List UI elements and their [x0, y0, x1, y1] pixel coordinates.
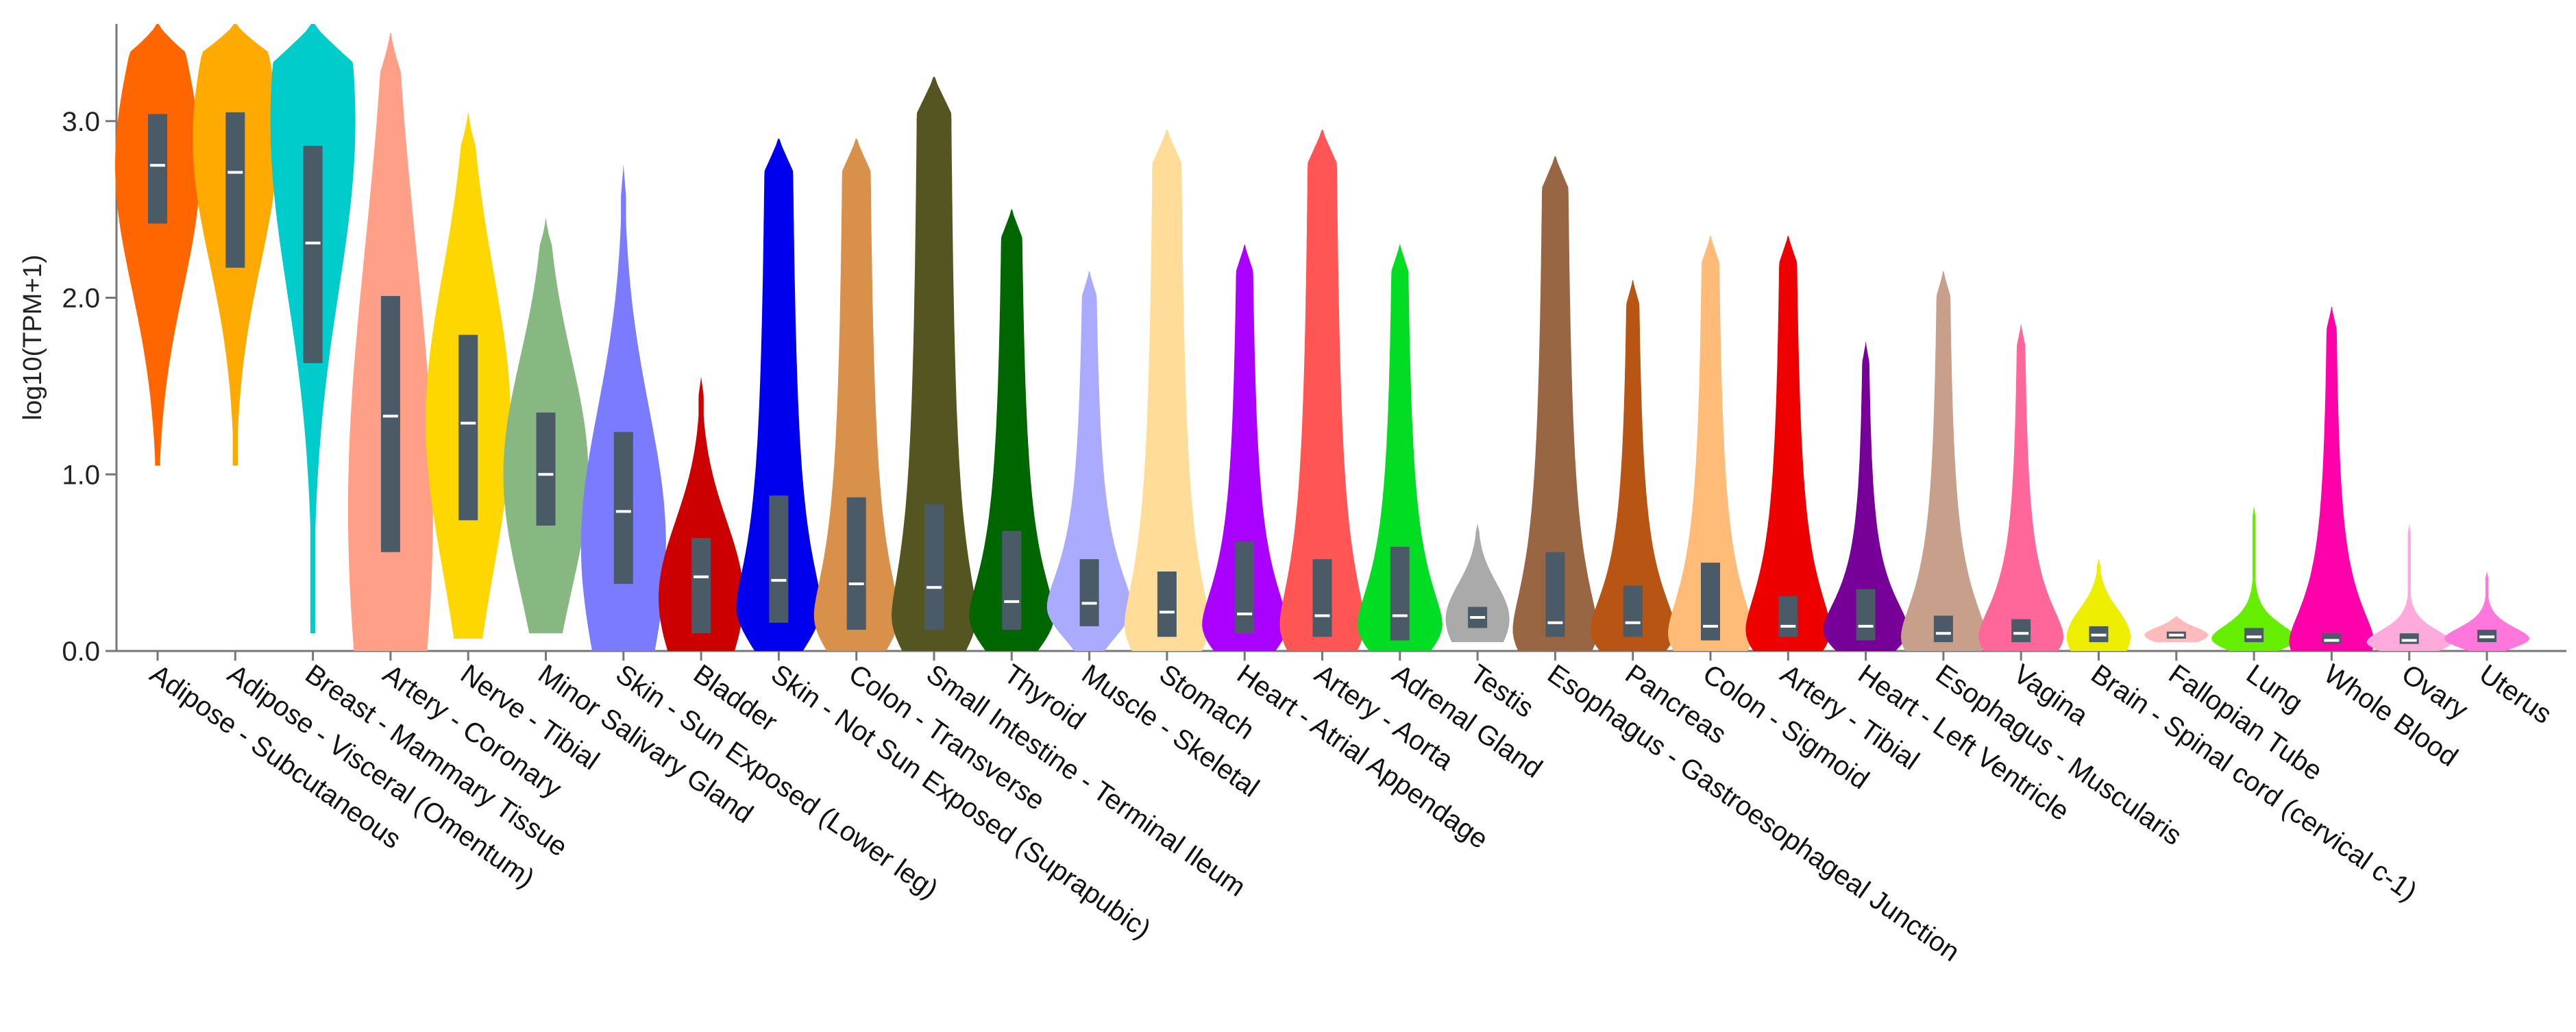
iqr-box	[1778, 596, 1798, 637]
violin-group	[1202, 245, 1288, 651]
violin-shape	[1978, 324, 2063, 651]
violin-shape	[1668, 236, 1753, 651]
violin-group	[1900, 271, 1986, 651]
iqr-box	[1157, 572, 1177, 637]
violin-shape	[2366, 524, 2452, 651]
violin-shape	[1046, 271, 1132, 651]
iqr-box	[1079, 558, 1099, 626]
iqr-box	[846, 497, 866, 630]
violin-shape	[1823, 341, 1909, 651]
iqr-box	[2244, 628, 2264, 643]
violin-group	[270, 24, 356, 634]
violin-group	[1279, 130, 1365, 652]
violin-shape	[1445, 524, 1510, 643]
y-tick-label: 3.0	[62, 107, 100, 137]
iqr-box	[1545, 552, 1565, 637]
violin-shape	[736, 138, 822, 651]
violin-group	[659, 377, 744, 651]
iqr-box	[1390, 546, 1410, 641]
violin-group	[1512, 156, 1598, 652]
violin-group	[969, 209, 1055, 652]
iqr-box	[1235, 541, 1255, 634]
iqr-box	[769, 495, 789, 623]
iqr-box	[148, 114, 167, 224]
iqr-box	[1312, 558, 1332, 637]
iqr-box	[2399, 633, 2419, 644]
iqr-box	[613, 432, 633, 585]
violin-shape	[1124, 130, 1210, 652]
violin-group	[1978, 324, 2063, 651]
iqr-box	[1002, 530, 1022, 630]
violin-group	[2211, 506, 2297, 651]
violin-shape	[892, 77, 977, 652]
violin-shape	[813, 138, 899, 651]
x-tick-label: Uterus	[2474, 659, 2557, 730]
violin-group	[1668, 236, 1753, 651]
violins	[115, 24, 2529, 652]
iqr-box	[380, 295, 400, 552]
iqr-box	[924, 504, 944, 630]
iqr-box	[1701, 563, 1720, 641]
y-tick-label: 0.0	[62, 637, 100, 667]
violin-group	[1823, 341, 1909, 651]
violin-group	[813, 138, 899, 651]
y-ticks: 0.0 1.0 2.0 3.0	[62, 107, 116, 667]
violin-group	[2289, 306, 2375, 651]
iqr-box	[458, 334, 478, 521]
violin-shape	[2144, 615, 2209, 643]
x-tick-label: Whole Blood	[2318, 659, 2463, 772]
violin-shape	[1590, 280, 1676, 651]
violin-shape	[2289, 306, 2375, 651]
violin-group	[892, 77, 977, 652]
violin-group	[1357, 245, 1443, 651]
iqr-box	[1933, 615, 1953, 643]
violin-shape	[1202, 245, 1288, 651]
y-tick-label: 2.0	[62, 284, 100, 314]
violin-group	[2144, 615, 2209, 643]
violin-group	[1445, 524, 1510, 643]
violin-group	[1745, 236, 1831, 651]
violin-shape	[1357, 245, 1443, 651]
iqr-box	[691, 538, 711, 634]
violin-shape	[1745, 236, 1831, 651]
violin-group	[426, 112, 511, 639]
violin-group	[1590, 280, 1676, 651]
violin-group	[2067, 559, 2131, 651]
violin-group	[1124, 130, 1210, 652]
y-tick-label: 1.0	[62, 460, 100, 490]
iqr-box	[2011, 619, 2031, 643]
violin-shape	[115, 24, 200, 466]
violin-group	[193, 24, 278, 466]
x-ticks	[156, 651, 2488, 661]
violin-shape	[2067, 559, 2131, 651]
violin-shape	[1279, 130, 1365, 652]
iqr-box	[2322, 633, 2342, 644]
iqr-box	[536, 413, 556, 526]
violin-group	[2444, 572, 2529, 651]
violin-shape	[659, 377, 744, 651]
violin-group	[1046, 271, 1132, 651]
iqr-box	[225, 112, 245, 268]
violin-group	[503, 218, 589, 634]
axes: log10(TPM+1)	[19, 24, 2566, 652]
violin-group	[347, 32, 433, 651]
violin-shape	[1512, 156, 1598, 652]
violin-shape	[2211, 506, 2297, 651]
violin-shape	[2444, 572, 2529, 651]
iqr-box	[1623, 585, 1643, 637]
violin-group	[2366, 524, 2452, 651]
iqr-box	[1856, 589, 1876, 641]
violin-shape	[1900, 271, 1986, 651]
violin-group	[115, 24, 200, 466]
violin-group	[736, 138, 822, 651]
y-axis-title: log10(TPM+1)	[19, 255, 47, 421]
violin-group	[580, 165, 666, 651]
violin-shape	[969, 209, 1055, 652]
violin-shape	[580, 165, 666, 651]
iqr-box	[303, 145, 323, 363]
